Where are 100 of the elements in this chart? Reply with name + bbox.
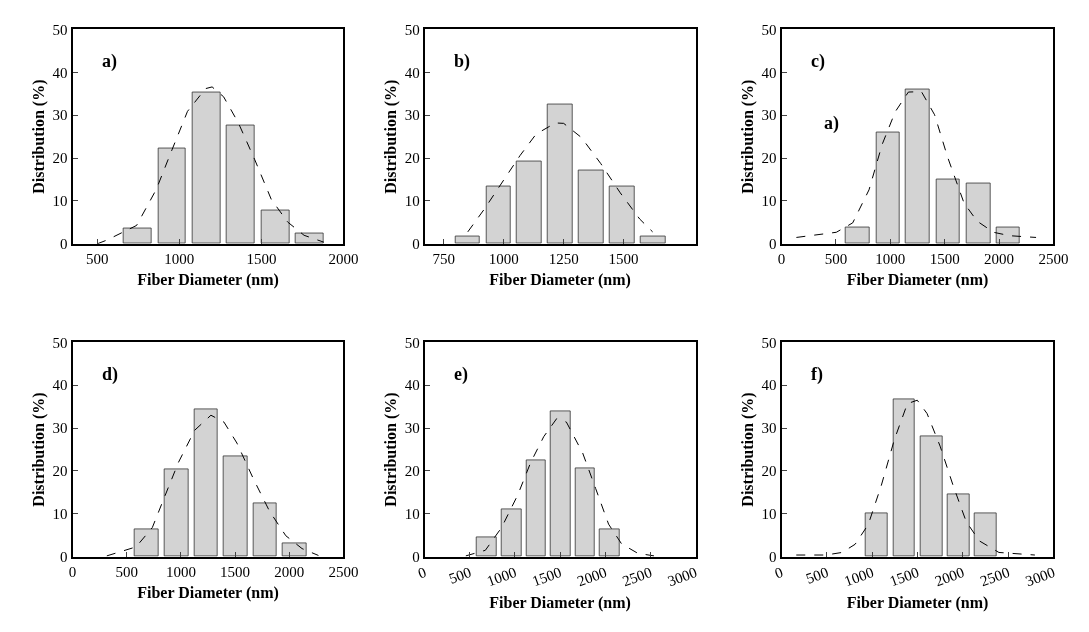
x-tick-label: 2000 <box>575 564 609 590</box>
bar <box>475 536 497 557</box>
y-tick-label: 40 <box>404 377 420 394</box>
bar <box>608 185 635 244</box>
bar <box>294 232 324 244</box>
x-tick-label: 2500 <box>978 564 1012 590</box>
bar <box>598 528 620 557</box>
bar <box>965 182 991 244</box>
y-tick-label: 20 <box>761 463 777 480</box>
x-tick-label: 2000 <box>328 250 359 267</box>
x-tick-label: 1500 <box>530 564 564 590</box>
y-tick-label: 50 <box>52 334 68 351</box>
bar <box>122 227 152 244</box>
bar <box>574 467 595 557</box>
x-axis-title: Fiber Diameter (nm) <box>489 271 631 290</box>
y-tick-label: 30 <box>761 107 777 124</box>
y-tick-label: 20 <box>52 463 68 480</box>
x-tick-label: 1500 <box>220 563 251 580</box>
x-tick-label: 1000 <box>165 563 196 580</box>
bar <box>252 502 277 557</box>
x-tick-label: 1500 <box>887 564 922 590</box>
x-tick-label: 1250 <box>548 250 579 267</box>
x-tick-label: 750 <box>432 250 456 267</box>
bar <box>549 410 571 557</box>
annotation: b) <box>454 51 471 72</box>
bar <box>892 398 915 557</box>
y-tick-label: 30 <box>52 420 68 437</box>
x-tick-label: 2500 <box>620 564 654 590</box>
bar <box>485 185 511 244</box>
y-tick-label: 10 <box>404 193 420 210</box>
y-axis-title: Distribution (%) <box>382 79 401 194</box>
bar <box>919 435 943 557</box>
x-tick-label: 2500 <box>328 563 359 580</box>
y-tick-label: 40 <box>761 377 777 394</box>
bar <box>935 178 960 244</box>
x-tick-label: 2000 <box>274 563 305 580</box>
x-tick-label: 1500 <box>608 250 639 267</box>
y-axis-title: Distribution (%) <box>29 79 48 194</box>
x-tick-label: 3000 <box>665 564 700 590</box>
y-axis-title: Distribution (%) <box>29 392 48 507</box>
annotation: e) <box>454 364 468 385</box>
bar <box>577 169 604 244</box>
y-tick-label: 40 <box>52 64 68 81</box>
y-tick-label: 40 <box>404 64 420 81</box>
x-tick-label: 1000 <box>842 564 876 590</box>
y-axis-title: Distribution (%) <box>738 392 757 507</box>
annotation: a) <box>102 51 117 72</box>
y-tick-label: 0 <box>769 549 777 565</box>
x-tick-label: 500 <box>85 250 109 267</box>
y-tick-label: 10 <box>52 506 68 523</box>
y-tick-label: 40 <box>52 377 68 394</box>
bar <box>973 512 997 557</box>
bar <box>864 512 888 557</box>
x-tick-label: 3000 <box>1023 564 1058 590</box>
y-tick-label: 50 <box>52 21 68 38</box>
x-tick-label: 1000 <box>488 250 519 267</box>
bar <box>515 160 542 244</box>
line-series <box>795 91 1037 238</box>
x-tick-label: 1000 <box>164 250 195 267</box>
bar <box>995 226 1020 244</box>
bar <box>260 209 290 244</box>
y-tick-label: 10 <box>761 193 777 210</box>
bar <box>222 455 248 557</box>
x-tick-label: 2000 <box>932 564 967 590</box>
x-tick-label: 2000 <box>984 250 1015 267</box>
bar <box>281 542 307 557</box>
x-tick-label: 2500 <box>1038 250 1069 267</box>
bar <box>163 468 189 557</box>
x-axis-title: Fiber Diameter (nm) <box>489 593 631 612</box>
bar <box>844 226 870 244</box>
bar <box>875 131 900 244</box>
bar <box>639 235 666 244</box>
y-tick-label: 30 <box>761 420 777 437</box>
bar <box>946 493 970 557</box>
x-tick-label: 1500 <box>246 250 277 267</box>
bar <box>546 103 573 244</box>
bar <box>904 88 930 244</box>
y-tick-label: 0 <box>769 236 777 253</box>
annotation: f) <box>811 364 823 385</box>
y-tick-label: 10 <box>404 506 420 523</box>
x-axis-title: Fiber Diameter (nm) <box>846 271 989 290</box>
x-tick-label: 500 <box>115 563 138 580</box>
y-tick-label: 10 <box>52 193 68 210</box>
y-tick-label: 20 <box>404 463 420 480</box>
bar <box>500 508 522 557</box>
line-series <box>467 122 654 233</box>
x-tick-label: 500 <box>446 564 474 587</box>
annotation: a) <box>824 113 839 134</box>
bar <box>193 408 218 557</box>
y-tick-label: 50 <box>761 334 777 351</box>
y-tick-label: 20 <box>761 150 777 167</box>
y-tick-label: 50 <box>404 21 420 38</box>
y-tick-label: 30 <box>404 420 420 437</box>
bar <box>133 528 159 557</box>
y-tick-label: 50 <box>761 21 777 38</box>
y-tick-label: 20 <box>52 150 68 167</box>
x-axis-title: Fiber Diameter (nm) <box>846 593 989 612</box>
bar <box>191 91 221 244</box>
line-series <box>795 399 1036 556</box>
y-axis-title: Distribution (%) <box>382 392 401 507</box>
